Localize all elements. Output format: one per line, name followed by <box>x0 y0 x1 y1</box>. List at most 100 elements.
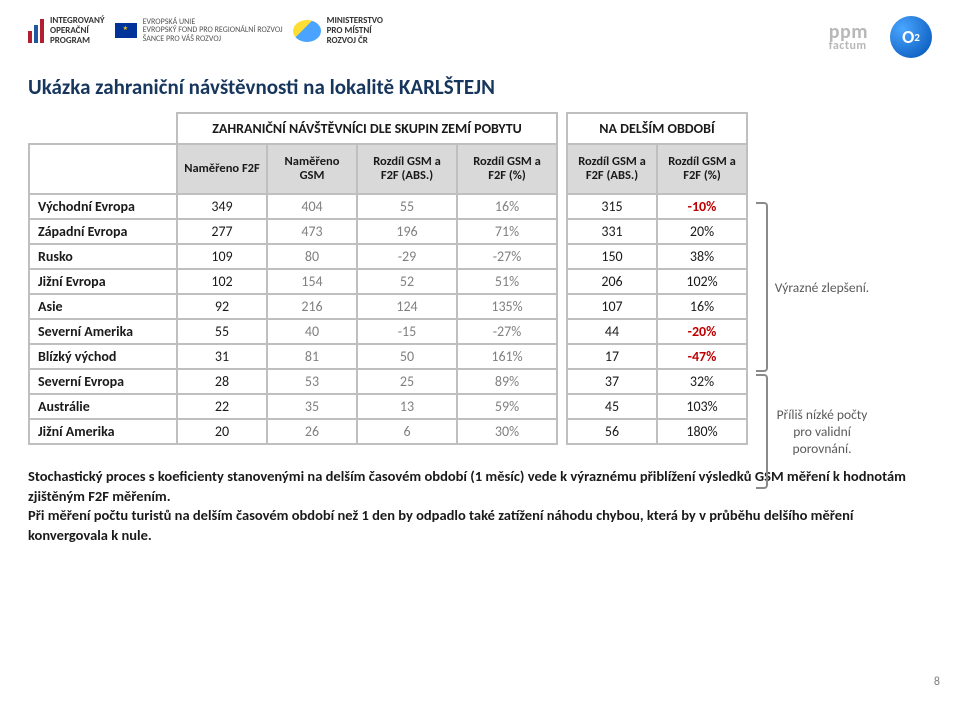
ppm-bottom: factum <box>829 41 868 52</box>
rh-abs: Rozdíl GSM a F2F (ABS.) <box>567 144 657 194</box>
r-abs-cell: 37 <box>567 369 657 394</box>
iop-text: INTEGROVANÝ OPERAČNÍ PROGRAM <box>50 16 105 46</box>
content-row: ZAHRANIČNÍ NÁVŠTĚVNÍCI DLE SKUPIN ZEMÍ P… <box>28 112 932 445</box>
region-cell: Jižní Evropa <box>29 269 177 294</box>
pct-cell: 71% <box>457 219 557 244</box>
table-row: 315-10% <box>567 194 747 219</box>
lh-gsm: Naměřeno GSM <box>267 144 357 194</box>
eu-flag-icon <box>115 23 137 38</box>
ppm-logo: ppm factum <box>829 23 868 52</box>
f2f-cell: 20 <box>177 419 267 444</box>
ministry-icon <box>293 20 321 42</box>
slide-header: INTEGROVANÝ OPERAČNÍ PROGRAM EVROPSKÁ UN… <box>28 16 932 66</box>
abs-cell: 196 <box>357 219 457 244</box>
table-row: Blízký východ318150161% <box>29 344 557 369</box>
table-row: Severní Amerika5540-15-27% <box>29 319 557 344</box>
bar-icon <box>28 19 44 43</box>
eu-logo: EVROPSKÁ UNIE EVROPSKÝ FOND PRO REGIONÁL… <box>115 18 283 44</box>
gsm-cell: 40 <box>267 319 357 344</box>
r-abs-cell: 45 <box>567 394 657 419</box>
abs-cell: 52 <box>357 269 457 294</box>
gsm-cell: 80 <box>267 244 357 269</box>
gsm-cell: 216 <box>267 294 357 319</box>
r-pct-cell: 102% <box>657 269 747 294</box>
table-row: Jižní Evropa1021545251% <box>29 269 557 294</box>
eu-text: EVROPSKÁ UNIE EVROPSKÝ FOND PRO REGIONÁL… <box>143 18 283 44</box>
r-abs-cell: 206 <box>567 269 657 294</box>
region-cell: Rusko <box>29 244 177 269</box>
pct-cell: 59% <box>457 394 557 419</box>
r-pct-cell: 32% <box>657 369 747 394</box>
bracket-icon <box>756 374 768 489</box>
r-abs-cell: 44 <box>567 319 657 344</box>
table-row: 45103% <box>567 394 747 419</box>
left-super-header: ZAHRANIČNÍ NÁVŠTĚVNÍCI DLE SKUPIN ZEMÍ P… <box>177 113 557 144</box>
table-row: 17-47% <box>567 344 747 369</box>
f2f-cell: 55 <box>177 319 267 344</box>
o2-logo: O2 <box>890 16 932 58</box>
table-row: Západní Evropa27747319671% <box>29 219 557 244</box>
iop-logo: INTEGROVANÝ OPERAČNÍ PROGRAM <box>28 16 105 46</box>
header-right-logos: ppm factum O2 <box>829 16 932 58</box>
table-row: Severní Evropa28532589% <box>29 369 557 394</box>
table-row: Východní Evropa3494045516% <box>29 194 557 219</box>
f2f-cell: 277 <box>177 219 267 244</box>
eu-line3: ŠANCE PRO VÁŠ ROZVOJ <box>143 34 222 44</box>
pct-cell: 89% <box>457 369 557 394</box>
pct-cell: 51% <box>457 269 557 294</box>
r-abs-cell: 315 <box>567 194 657 219</box>
lh-abs: Rozdíl GSM a F2F (ABS.) <box>357 144 457 194</box>
r-pct-cell: -10% <box>657 194 747 219</box>
annotation: Příliš nízké počty pro validní porovnání… <box>770 374 874 489</box>
abs-cell: 25 <box>357 369 457 394</box>
f2f-cell: 31 <box>177 344 267 369</box>
f2f-cell: 109 <box>177 244 267 269</box>
lh-pct: Rozdíl GSM a F2F (%) <box>457 144 557 194</box>
page-number: 8 <box>934 675 940 689</box>
annotation-text: Příliš nízké počty pro validní porovnání… <box>770 406 874 457</box>
pct-cell: 30% <box>457 419 557 444</box>
bracket-icon <box>756 202 768 372</box>
r-pct-cell: 16% <box>657 294 747 319</box>
o2-sub: 2 <box>914 31 920 44</box>
table-row: 3732% <box>567 369 747 394</box>
right-super-header: NA DELŠÍM OBDOBÍ <box>567 113 747 144</box>
lh-f2f: Naměřeno F2F <box>177 144 267 194</box>
r-pct-cell: -47% <box>657 344 747 369</box>
slide-title: Ukázka zahraniční návštěvnosti na lokali… <box>28 74 932 100</box>
table-row: 15038% <box>567 244 747 269</box>
r-pct-cell: 38% <box>657 244 747 269</box>
region-cell: Austrálie <box>29 394 177 419</box>
f2f-cell: 22 <box>177 394 267 419</box>
region-cell: Východní Evropa <box>29 194 177 219</box>
table-row: 44-20% <box>567 319 747 344</box>
abs-cell: 13 <box>357 394 457 419</box>
ministry-logo: MINISTERSTVO PRO MÍSTNÍ ROZVOJ ČR <box>293 16 383 46</box>
left-table: ZAHRANIČNÍ NÁVŠTĚVNÍCI DLE SKUPIN ZEMÍ P… <box>28 112 558 445</box>
pct-cell: 135% <box>457 294 557 319</box>
table-row: Asie92216124135% <box>29 294 557 319</box>
gsm-cell: 154 <box>267 269 357 294</box>
f2f-cell: 92 <box>177 294 267 319</box>
r-abs-cell: 331 <box>567 219 657 244</box>
abs-cell: 124 <box>357 294 457 319</box>
abs-cell: 6 <box>357 419 457 444</box>
gsm-cell: 26 <box>267 419 357 444</box>
table-row: 56180% <box>567 419 747 444</box>
r-pct-cell: 103% <box>657 394 747 419</box>
r-abs-cell: 107 <box>567 294 657 319</box>
table-row: 33120% <box>567 219 747 244</box>
iop-line3: PROGRAM <box>50 36 105 46</box>
f2f-cell: 28 <box>177 369 267 394</box>
region-cell: Asie <box>29 294 177 319</box>
pct-cell: 16% <box>457 194 557 219</box>
r-pct-cell: 20% <box>657 219 747 244</box>
abs-cell: 55 <box>357 194 457 219</box>
r-abs-cell: 150 <box>567 244 657 269</box>
abs-cell: -15 <box>357 319 457 344</box>
table-row: Rusko10980-29-27% <box>29 244 557 269</box>
annotation: Výrazné zlepšení. <box>770 202 874 372</box>
pct-cell: 161% <box>457 344 557 369</box>
region-cell: Blízký východ <box>29 344 177 369</box>
region-cell: Severní Amerika <box>29 319 177 344</box>
